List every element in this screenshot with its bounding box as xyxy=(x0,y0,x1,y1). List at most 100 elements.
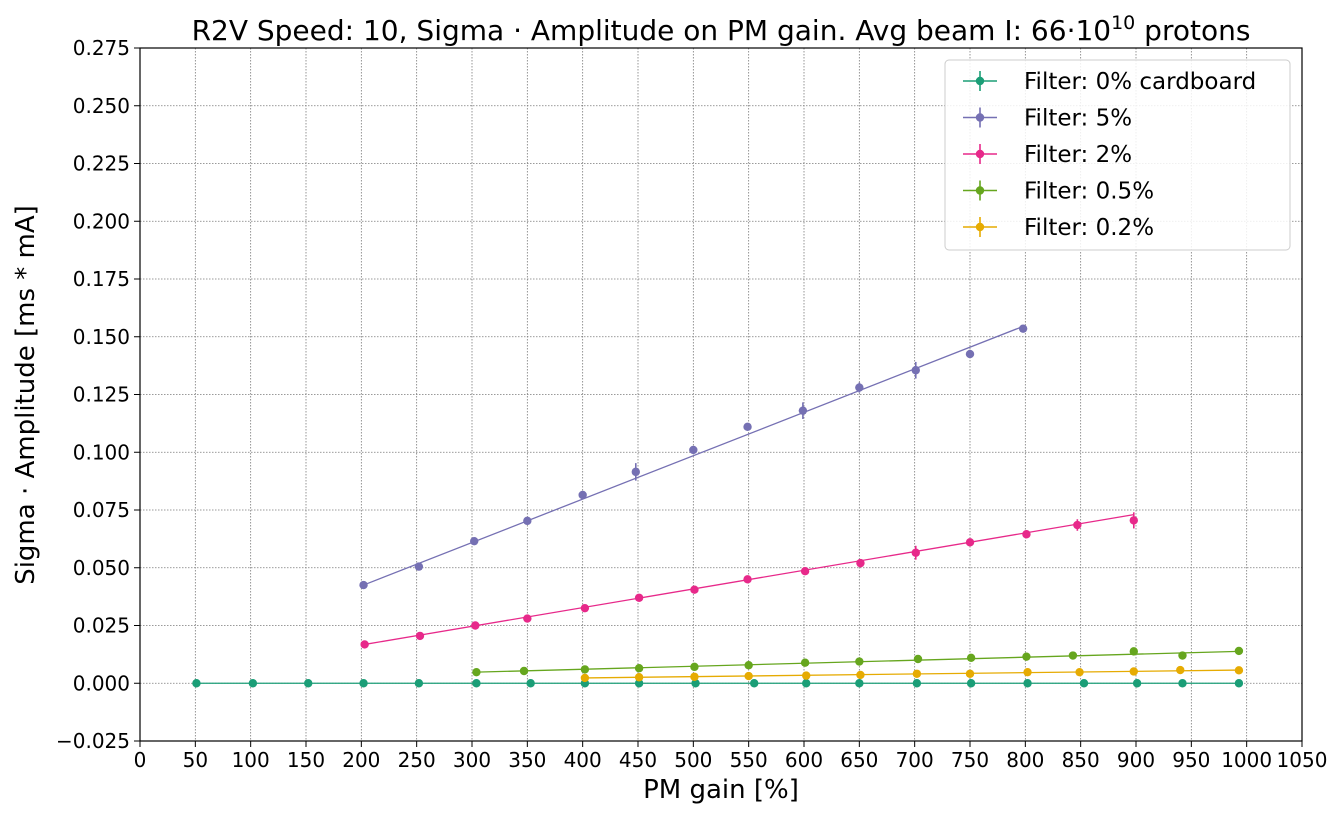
data-point xyxy=(965,669,975,678)
y-tick-label: 0.250 xyxy=(73,94,130,118)
legend-marker-point xyxy=(975,186,985,195)
data-point xyxy=(1023,679,1032,688)
data-point xyxy=(750,679,759,688)
data-point xyxy=(1068,651,1078,660)
data-point xyxy=(743,422,752,432)
data-point xyxy=(911,548,920,557)
data-point xyxy=(523,516,532,526)
legend-label: Filter: 5% xyxy=(1024,106,1132,132)
legend-label: Filter: 0.5% xyxy=(1024,179,1154,205)
data-point xyxy=(798,406,808,415)
data-point xyxy=(359,580,368,590)
data-point xyxy=(1129,516,1138,525)
data-point xyxy=(800,658,810,667)
legend-marker-point xyxy=(975,149,985,159)
x-tick-label: 0 xyxy=(134,748,147,772)
x-tick-label: 50 xyxy=(183,748,208,772)
data-point xyxy=(360,640,369,649)
legend-label: Filter: 2% xyxy=(1024,142,1132,168)
legend-marker-point xyxy=(975,113,985,122)
data-point xyxy=(1022,652,1031,661)
data-point xyxy=(1178,679,1187,688)
x-tick-label: 600 xyxy=(785,748,823,772)
x-tick-label: 150 xyxy=(287,748,325,772)
data-point xyxy=(631,467,640,477)
x-tick-label: 700 xyxy=(896,748,934,772)
data-point xyxy=(855,383,864,392)
x-tick-label: 100 xyxy=(232,748,270,772)
data-point xyxy=(802,679,811,688)
y-tick-label: 0.200 xyxy=(73,209,130,233)
legend-box xyxy=(944,59,1291,251)
data-point xyxy=(743,575,752,584)
y-axis: −0.025 0.000 0.025 0.050 0.075 0.100 0.125 0.15… xyxy=(56,36,140,753)
data-point xyxy=(1075,667,1084,677)
y-tick-label: 0.050 xyxy=(73,556,130,580)
data-point xyxy=(1022,530,1031,539)
data-point xyxy=(578,490,587,500)
x-tick-label: 250 xyxy=(398,748,436,772)
data-point xyxy=(1132,679,1142,688)
y-tick-label: 0.025 xyxy=(73,614,130,638)
y-tick-label: 0.150 xyxy=(73,325,130,349)
x-tick-label: 450 xyxy=(619,748,657,772)
x-tick-label: 1000 xyxy=(1221,748,1272,772)
data-point xyxy=(1079,679,1089,688)
y-axis-label: Sigma · Amplitude [ms * mA] xyxy=(11,205,41,585)
data-point xyxy=(1073,520,1082,530)
x-tick-label: 200 xyxy=(342,748,380,772)
data-point xyxy=(856,558,865,568)
x-tick-label: 950 xyxy=(1172,748,1210,772)
x-tick-label: 850 xyxy=(1062,748,1100,772)
y-tick-label: 0.175 xyxy=(73,267,130,291)
x-tick-label: 750 xyxy=(951,748,989,772)
chart-title-superscript: 10 xyxy=(1111,12,1135,34)
data-point xyxy=(744,671,753,681)
data-point xyxy=(472,679,481,688)
legend-label: Filter: 0.2% xyxy=(1024,215,1154,241)
x-axis-label: PM gain [%] xyxy=(643,775,799,805)
data-point xyxy=(304,679,313,688)
data-point xyxy=(690,585,699,594)
chart-title-tail: protons xyxy=(1135,14,1250,47)
data-point xyxy=(1234,679,1244,688)
x-tick-label: 400 xyxy=(564,748,602,772)
data-point xyxy=(472,667,481,677)
data-point xyxy=(519,666,529,676)
data-point xyxy=(691,679,700,688)
legend-marker-point xyxy=(975,76,985,86)
y-tick-label: 0.225 xyxy=(73,152,130,176)
data-point xyxy=(690,662,699,672)
data-point xyxy=(965,538,975,547)
x-tick-label: 350 xyxy=(508,748,546,772)
data-point xyxy=(856,670,865,680)
y-tick-label: 0.275 xyxy=(73,36,130,60)
data-point xyxy=(1178,651,1187,660)
data-point xyxy=(359,679,368,688)
data-point xyxy=(690,672,699,681)
data-point xyxy=(744,661,753,670)
data-point xyxy=(689,445,698,455)
y-tick-label: 0.075 xyxy=(73,498,130,522)
legend-marker-point xyxy=(975,222,985,232)
y-tick-label: −0.025 xyxy=(56,729,130,753)
data-point xyxy=(523,614,532,623)
data-point xyxy=(913,654,923,664)
legend: Filter: 0% cardboard Filter: 5% Filter: 2%… xyxy=(944,59,1291,251)
chart-title: R2V Speed: 10, Sigma · Amplitude on PM g… xyxy=(192,12,1251,47)
x-tick-label: 650 xyxy=(840,748,878,772)
data-point xyxy=(414,562,424,571)
data-point xyxy=(802,671,811,680)
data-point xyxy=(580,603,590,613)
x-tick-label: 300 xyxy=(453,748,491,772)
data-point xyxy=(471,621,480,630)
data-point xyxy=(966,653,976,663)
data-point xyxy=(855,679,864,688)
x-tick-label: 550 xyxy=(730,748,768,772)
data-point xyxy=(634,679,644,688)
data-point xyxy=(248,679,258,688)
data-point xyxy=(912,679,922,688)
data-point xyxy=(526,679,535,688)
data-point xyxy=(1234,666,1244,675)
